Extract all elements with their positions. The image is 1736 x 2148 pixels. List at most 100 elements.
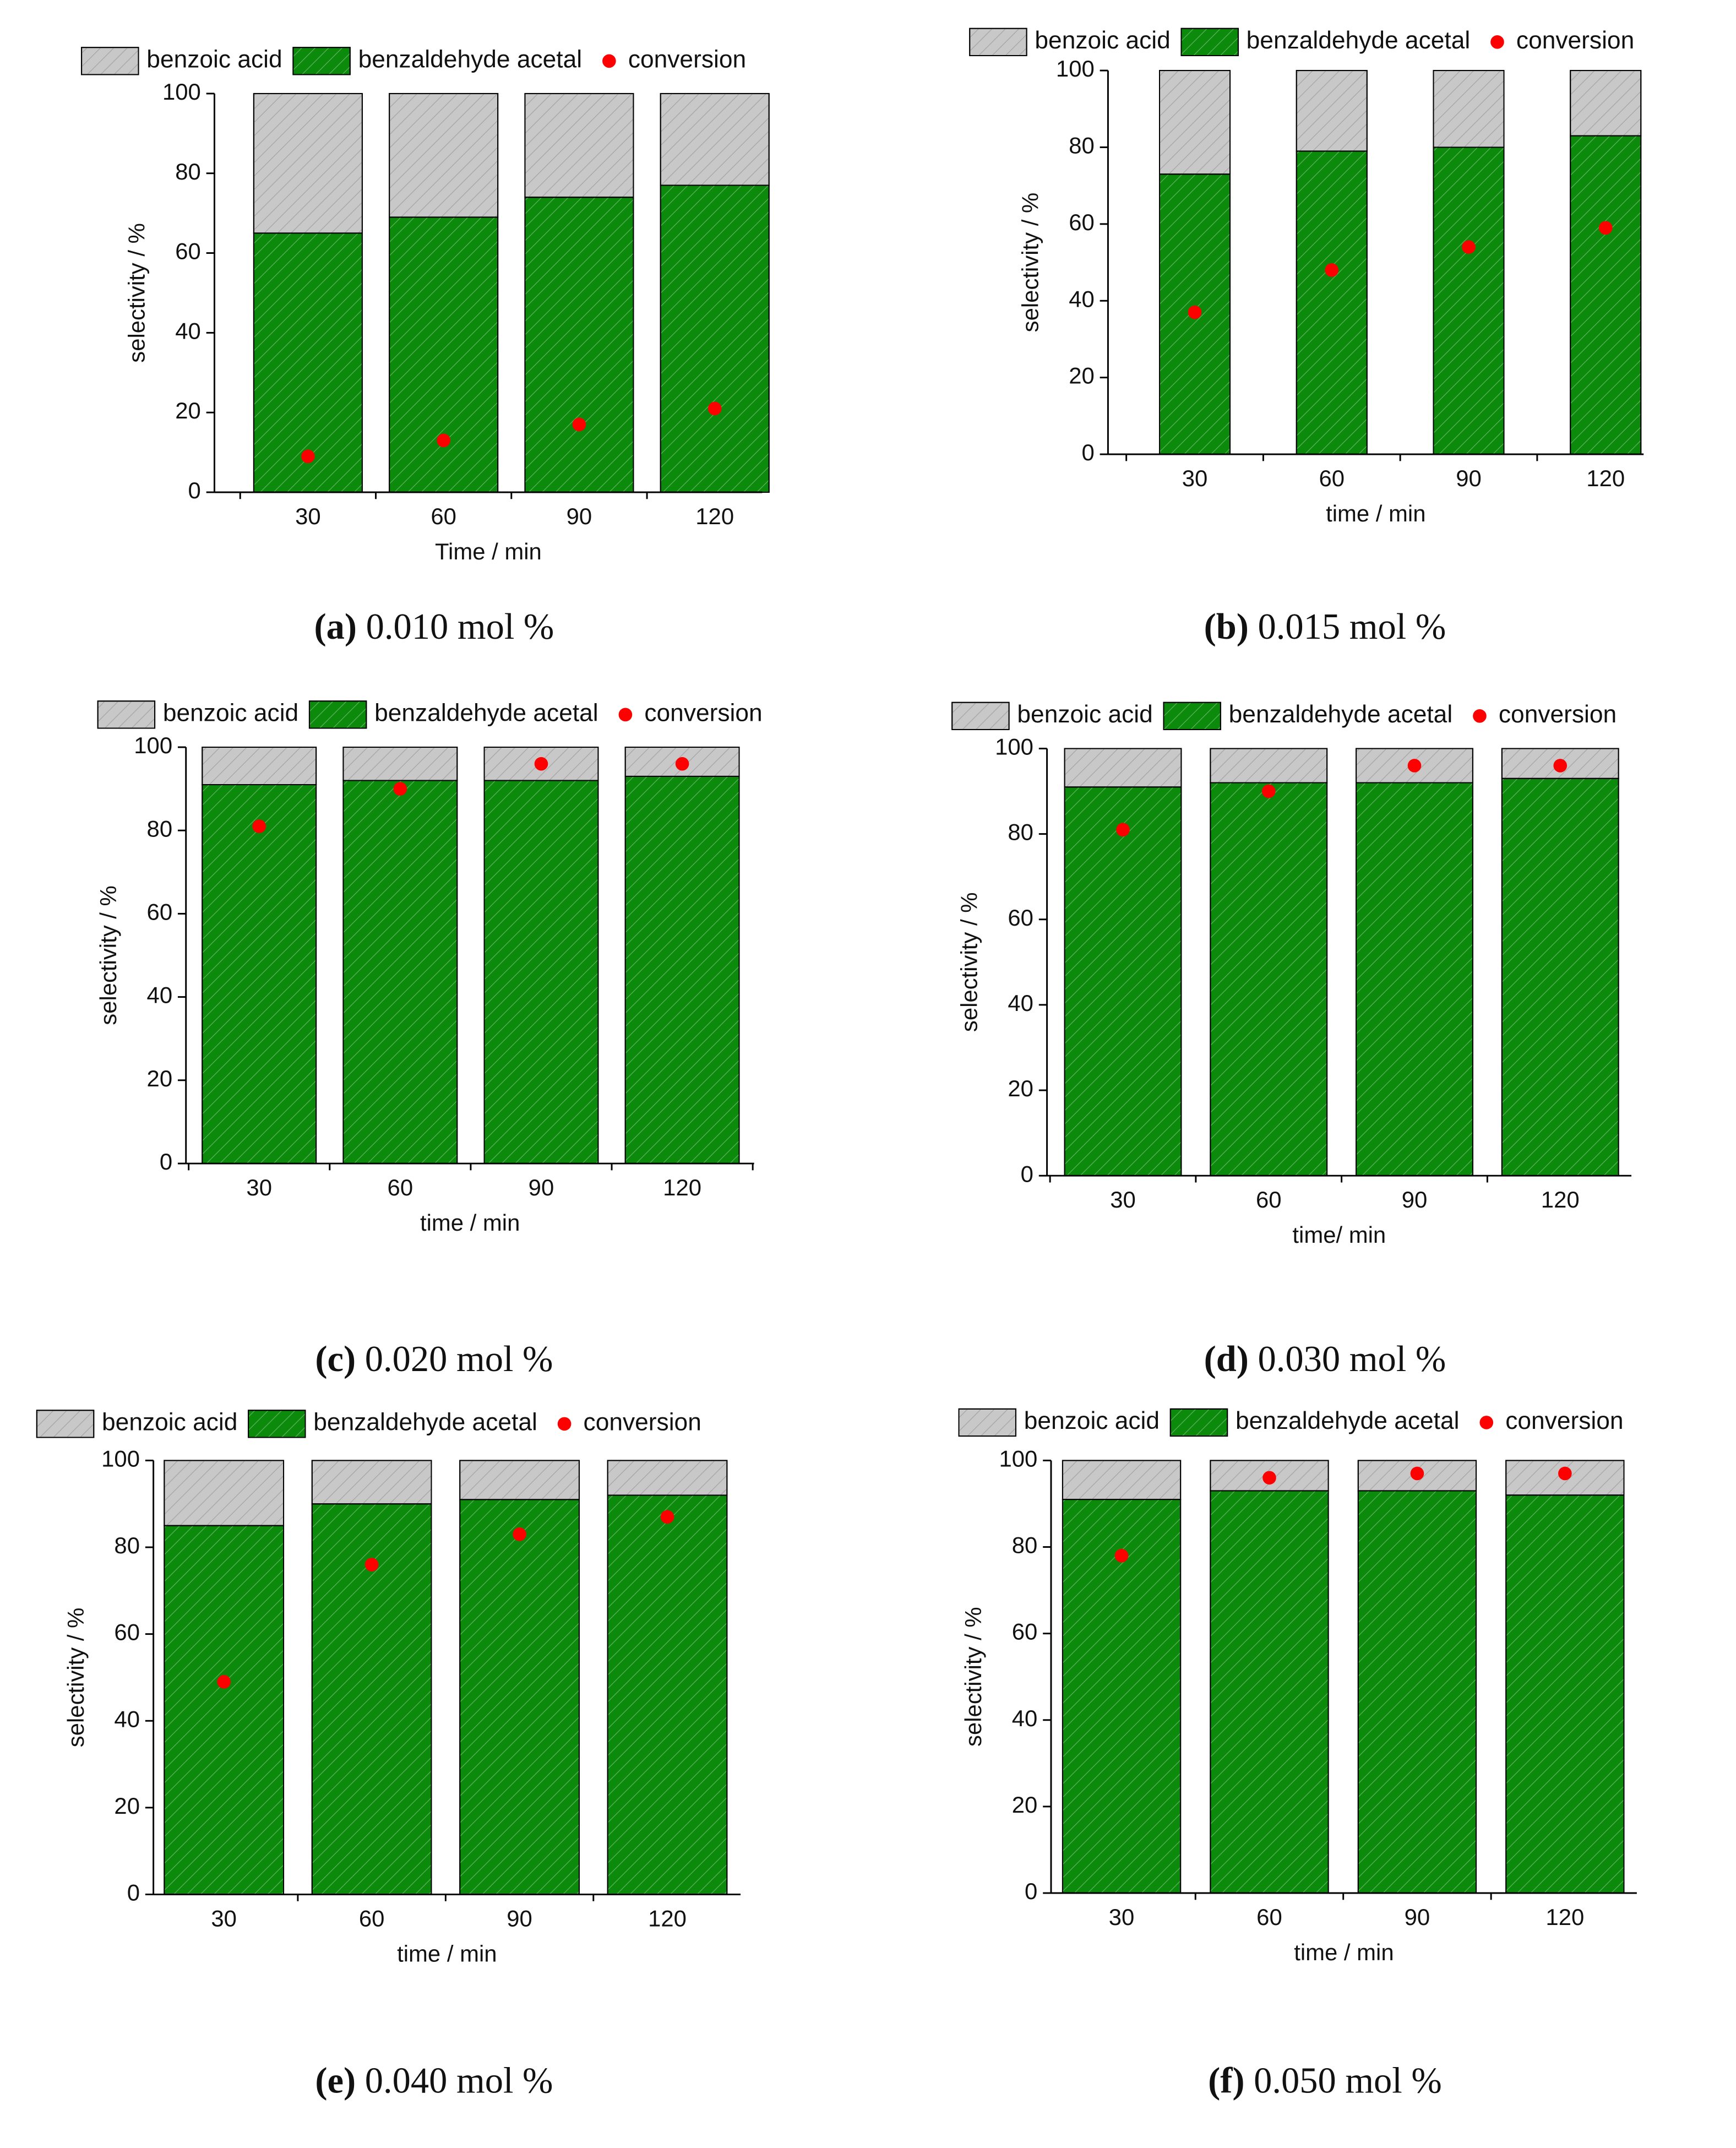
bar-segment (1357, 1490, 1477, 1894)
bar-hatch (202, 784, 317, 1165)
y-tick-label: 20 (1069, 363, 1095, 389)
conversion-point (1598, 221, 1613, 235)
bar-segment (1433, 70, 1505, 148)
bar-segment (524, 197, 634, 493)
bar-hatch (524, 93, 634, 198)
caption-label: (e) (315, 2061, 356, 2101)
bar-hatch (1210, 1490, 1329, 1894)
x-tick-label: 60 (359, 1905, 385, 1931)
legend-label: benzoic acid (102, 1409, 237, 1436)
bar-hatch (607, 1460, 728, 1496)
bar-segment (202, 784, 317, 1165)
x-tick-label: 90 (1405, 1904, 1430, 1930)
bar-hatch (1433, 70, 1505, 148)
bar-segment (1356, 782, 1473, 1177)
legend-swatch-hatch (958, 1408, 1016, 1437)
legend-label: benzaldehyde acetal (313, 1409, 537, 1436)
bar-segment (483, 780, 599, 1165)
x-tick-label: 60 (1256, 1904, 1282, 1930)
caption: (e) 0.040 mol % (315, 2061, 553, 2101)
caption: (b) 0.015 mol % (1204, 607, 1446, 647)
legend-marker (618, 708, 633, 722)
y-tick-label: 80 (1069, 133, 1095, 159)
conversion-point (708, 401, 722, 416)
legend-swatch-hatch (36, 1410, 95, 1438)
x-axis-label: time / min (397, 1940, 497, 1966)
conversion-point (1261, 784, 1276, 798)
bar-segment (202, 746, 317, 786)
conversion-point (1553, 759, 1568, 773)
bar-segment (1062, 1499, 1182, 1894)
bar-segment (1064, 786, 1182, 1177)
legend-marker (557, 1417, 572, 1431)
y-axis-label: selectivity / % (1017, 193, 1043, 333)
x-tick-label: 60 (388, 1174, 413, 1200)
bar-hatch (1356, 782, 1473, 1177)
bar-segment (1210, 782, 1328, 1177)
y-tick-label: 0 (1081, 439, 1094, 465)
bar-hatch (253, 93, 363, 234)
bar-segment (1296, 70, 1368, 152)
legend-marker (1479, 1416, 1494, 1429)
bar-segment (342, 780, 458, 1165)
bar-hatch (459, 1499, 580, 1895)
legend-swatch-hatch (248, 1410, 306, 1438)
bar-hatch (1570, 70, 1642, 137)
y-tick-label: 40 (1008, 990, 1033, 1016)
x-axis-label: time / min (1294, 1939, 1394, 1965)
y-tick-label: 60 (1069, 209, 1095, 235)
legend-swatch-hatch (97, 700, 156, 729)
legend-marker (1490, 35, 1504, 49)
x-tick-label: 90 (1456, 465, 1482, 491)
bar-hatch (389, 93, 499, 218)
conversion-point (513, 1527, 526, 1541)
bar-segment (1062, 1460, 1182, 1500)
x-tick-label: 90 (567, 503, 592, 529)
caption: (a) 0.010 mol % (314, 607, 554, 647)
legend-label: benzoic acid (1024, 1407, 1160, 1434)
legend-label: benzaldehyde acetal (358, 46, 583, 73)
y-tick-label: 0 (160, 1149, 172, 1174)
y-axis-label: selectivity / % (956, 893, 982, 1032)
conversion-point (1410, 1466, 1424, 1481)
bar-hatch (1064, 786, 1182, 1177)
y-axis-label: selectivity / % (63, 1608, 89, 1748)
bar-hatch (1064, 748, 1182, 788)
bar-segment (1433, 146, 1505, 455)
y-tick-label: 0 (127, 1880, 140, 1906)
chart-panel: 30 60 90 120 0 20 40 60 80 100 time / min selectivi… (958, 1407, 1637, 2101)
bar-hatch (1356, 748, 1473, 784)
x-tick-label: 90 (507, 1905, 532, 1931)
y-tick-label: 60 (1012, 1619, 1038, 1645)
bar-hatch (1433, 146, 1505, 455)
legend-swatch-hatch (308, 700, 367, 729)
legend-swatch-hatch (969, 28, 1027, 56)
bar-hatch (624, 775, 740, 1165)
bar-hatch (164, 1525, 285, 1895)
bar-segment (1210, 1490, 1329, 1894)
bar-hatch (1210, 748, 1328, 784)
x-tick-label: 30 (1110, 1187, 1136, 1212)
caption-label: (b) (1204, 607, 1249, 647)
legend-label: benzoic acid (163, 700, 298, 727)
legend-swatch-hatch (1180, 28, 1239, 56)
conversion-point (1325, 263, 1339, 277)
legend-label: conversion (644, 700, 762, 727)
x-axis-label: time / min (420, 1210, 520, 1236)
y-tick-label: 20 (147, 1065, 173, 1091)
conversion-point (217, 1674, 231, 1689)
legend-swatch-hatch (1163, 702, 1221, 730)
y-tick-label: 0 (1025, 1878, 1037, 1904)
x-tick-label: 120 (1541, 1187, 1580, 1212)
y-tick-label: 100 (999, 1445, 1038, 1471)
conversion-point (437, 433, 450, 448)
y-tick-label: 60 (147, 899, 173, 925)
bar-hatch (483, 780, 599, 1165)
y-tick-label: 20 (1012, 1792, 1038, 1818)
conversion-point (1114, 1548, 1129, 1563)
bar-hatch (1062, 1499, 1182, 1894)
bar-hatch (1159, 70, 1231, 175)
bar-hatch (660, 93, 770, 186)
y-tick-label: 20 (175, 398, 201, 423)
